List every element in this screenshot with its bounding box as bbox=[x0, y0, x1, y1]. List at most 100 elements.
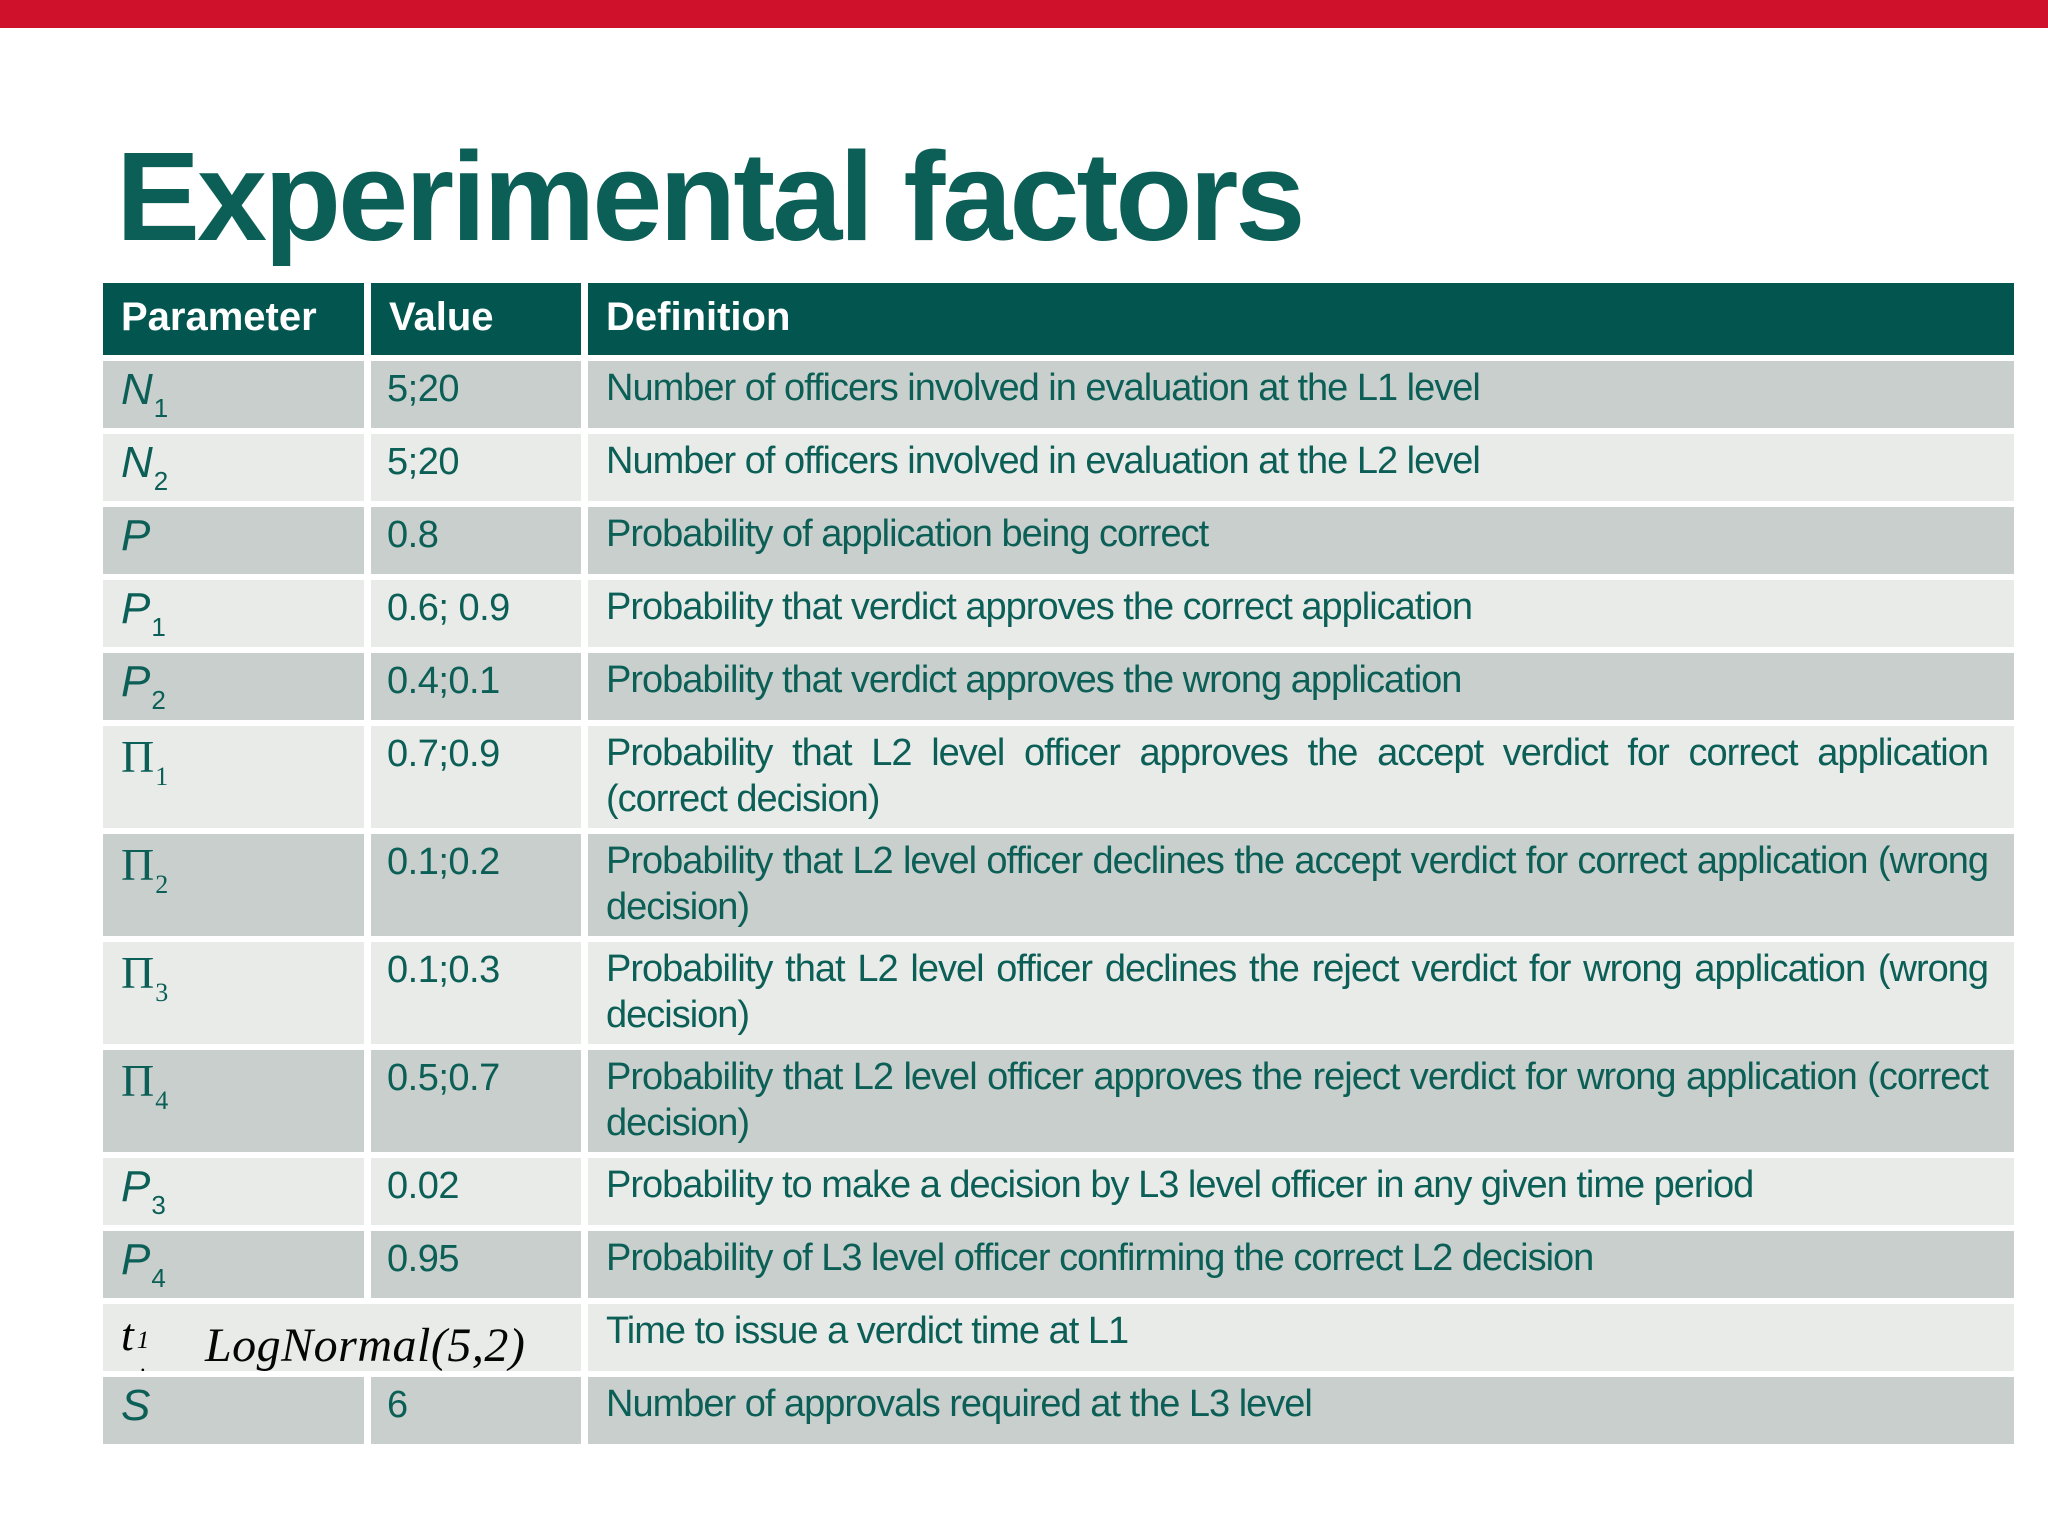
top-accent-bar bbox=[0, 0, 2048, 28]
definition-cell: Probability of L3 level officer confirmi… bbox=[588, 1231, 2014, 1298]
table-row: N2 5;20 Number of officers involved in eva… bbox=[103, 434, 2014, 501]
table-row: Π1 0.7;0.9 Probability that L2 level offic… bbox=[103, 726, 2014, 828]
parameter-cell: Π4 bbox=[103, 1050, 364, 1152]
parameter-base: Π bbox=[121, 839, 155, 890]
value-cell: 6 bbox=[371, 1377, 581, 1444]
parameter-cell: Π1 bbox=[103, 726, 364, 828]
value-cell: 0.6; 0.9 bbox=[371, 580, 581, 647]
parameter-cell: P2 bbox=[103, 653, 364, 720]
parameter-symbol: N1 bbox=[121, 365, 168, 423]
parameter-base: Π bbox=[121, 731, 155, 782]
parameter-subscript: 2 bbox=[155, 870, 169, 899]
parameter-symbol: Π2 bbox=[121, 839, 168, 899]
table-body: N1 5;20 Number of officers involved in eva… bbox=[103, 361, 2014, 1444]
parameter-base: Π bbox=[121, 947, 155, 998]
table-row: S 6 Number of approvals required at the L3… bbox=[103, 1377, 2014, 1444]
table-row: N1 5;20 Number of officers involved in eva… bbox=[103, 361, 2014, 428]
parameter-base: t bbox=[121, 1309, 134, 1360]
value-cell: 0.7;0.9 bbox=[371, 726, 581, 828]
parameter-scripts: 1i bbox=[136, 1327, 150, 1372]
value-cell: 0.95 bbox=[371, 1231, 581, 1298]
parameter-base: P bbox=[121, 511, 151, 560]
parameter-cell: Π2 bbox=[103, 834, 364, 936]
experimental-factors-table: Parameter Value Definition N1 5;20 Number … bbox=[103, 283, 2014, 1444]
value-cell: 0.4;0.1 bbox=[371, 653, 581, 720]
definition-cell: Probability that verdict approves the co… bbox=[588, 580, 2014, 647]
parameter-base: N bbox=[121, 438, 153, 487]
parameter-base: P bbox=[121, 657, 151, 706]
parameter-symbol: Π4 bbox=[121, 1055, 168, 1115]
parameter-symbol: P2 bbox=[121, 657, 166, 715]
parameter-base: N bbox=[121, 365, 153, 414]
definition-cell: Number of approvals required at the L3 l… bbox=[588, 1377, 2014, 1444]
parameter-cell: P1 bbox=[103, 580, 364, 647]
table-row: Π2 0.1;0.2 Probability that L2 level offic… bbox=[103, 834, 2014, 936]
parameter-base: P bbox=[121, 1162, 151, 1211]
definition-cell: Probability that L2 level officer declin… bbox=[588, 942, 2014, 1044]
table-header-row: Parameter Value Definition bbox=[103, 283, 2014, 355]
parameter-subscript: 3 bbox=[155, 978, 169, 1007]
value-cell: 0.1;0.2 bbox=[371, 834, 581, 936]
parameter-symbol: P1 bbox=[121, 584, 166, 642]
parameter-symbol: S bbox=[121, 1381, 151, 1430]
definition-cell: Time to issue a verdict time at L1 bbox=[588, 1304, 2014, 1371]
parameter-subscript: 3 bbox=[151, 1190, 166, 1220]
parameter-base: Π bbox=[121, 1055, 155, 1106]
definition-cell: Probability that L2 level officer declin… bbox=[588, 834, 2014, 936]
distribution-equation: LogNormal(5,2) bbox=[204, 1319, 526, 1371]
value-cell: 5;20 bbox=[371, 361, 581, 428]
slide-title: Experimental factors bbox=[116, 126, 1305, 267]
parameter-cell: P4 bbox=[103, 1231, 364, 1298]
parameter-superscript: 1 bbox=[136, 1327, 150, 1354]
parameter-symbol: t1i bbox=[121, 1308, 149, 1371]
definition-cell: Probability that L2 level officer approv… bbox=[588, 1050, 2014, 1152]
parameter-subscript: 2 bbox=[151, 685, 166, 715]
parameter-symbol: P4 bbox=[121, 1235, 166, 1293]
table-row: t1iLogNormal(5,2)Time to issue a verdict… bbox=[103, 1304, 2014, 1371]
header-cell-parameter: Parameter bbox=[103, 283, 364, 355]
parameter-symbol: P bbox=[121, 511, 151, 560]
value-cell: 0.5;0.7 bbox=[371, 1050, 581, 1152]
value-cell: 0.1;0.3 bbox=[371, 942, 581, 1044]
definition-cell: Probability that verdict approves the wr… bbox=[588, 653, 2014, 720]
parameter-symbol: N2 bbox=[121, 438, 168, 496]
header-cell-value: Value bbox=[371, 283, 581, 355]
parameter-cell: Π3 bbox=[103, 942, 364, 1044]
parameter-subscript: i bbox=[138, 1365, 145, 1372]
table-row: P2 0.4;0.1 Probability that verdict approv… bbox=[103, 653, 2014, 720]
parameter-subscript: 2 bbox=[153, 466, 169, 496]
definition-cell: Probability of application being correct bbox=[588, 507, 2014, 574]
table-row: P3 0.02 Probability to make a decision by … bbox=[103, 1158, 2014, 1225]
parameter-symbol: P3 bbox=[121, 1162, 166, 1220]
definition-cell: Number of officers involved in evaluatio… bbox=[588, 434, 2014, 501]
parameter-symbol: Π3 bbox=[121, 947, 168, 1007]
definition-cell: Probability that L2 level officer approv… bbox=[588, 726, 2014, 828]
table-row: P4 0.95 Probability of L3 level officer co… bbox=[103, 1231, 2014, 1298]
parameter-base: P bbox=[121, 1235, 151, 1284]
value-cell: 0.02 bbox=[371, 1158, 581, 1225]
parameter-subscript: 4 bbox=[151, 1263, 166, 1293]
definition-cell: Probability to make a decision by L3 lev… bbox=[588, 1158, 2014, 1225]
parameter-cell: S bbox=[103, 1377, 364, 1444]
value-cell: 5;20 bbox=[371, 434, 581, 501]
value-cell: 0.8 bbox=[371, 507, 581, 574]
parameter-cell: N2 bbox=[103, 434, 364, 501]
header-cell-definition: Definition bbox=[588, 283, 2014, 355]
parameter-subscript: 4 bbox=[155, 1086, 169, 1115]
parameter-base: S bbox=[121, 1381, 151, 1430]
parameter-cell: N1 bbox=[103, 361, 364, 428]
parameter-subscript: 1 bbox=[153, 393, 169, 423]
table-row: P 0.8 Probability of application being cor… bbox=[103, 507, 2014, 574]
definition-cell: Number of officers involved in evaluatio… bbox=[588, 361, 2014, 428]
parameter-subscript: 1 bbox=[151, 612, 166, 642]
parameter-cell: P bbox=[103, 507, 364, 574]
parameter-symbol: Π1 bbox=[121, 731, 168, 791]
parameter-value-merged-cell: t1iLogNormal(5,2) bbox=[103, 1304, 581, 1371]
parameter-subscript: 1 bbox=[155, 762, 169, 791]
table-row: P1 0.6; 0.9 Probability that verdict appro… bbox=[103, 580, 2014, 647]
table-row: Π3 0.1;0.3 Probability that L2 level offic… bbox=[103, 942, 2014, 1044]
parameter-cell: P3 bbox=[103, 1158, 364, 1225]
parameter-base: P bbox=[121, 584, 151, 633]
table-row: Π4 0.5;0.7 Probability that L2 level offic… bbox=[103, 1050, 2014, 1152]
